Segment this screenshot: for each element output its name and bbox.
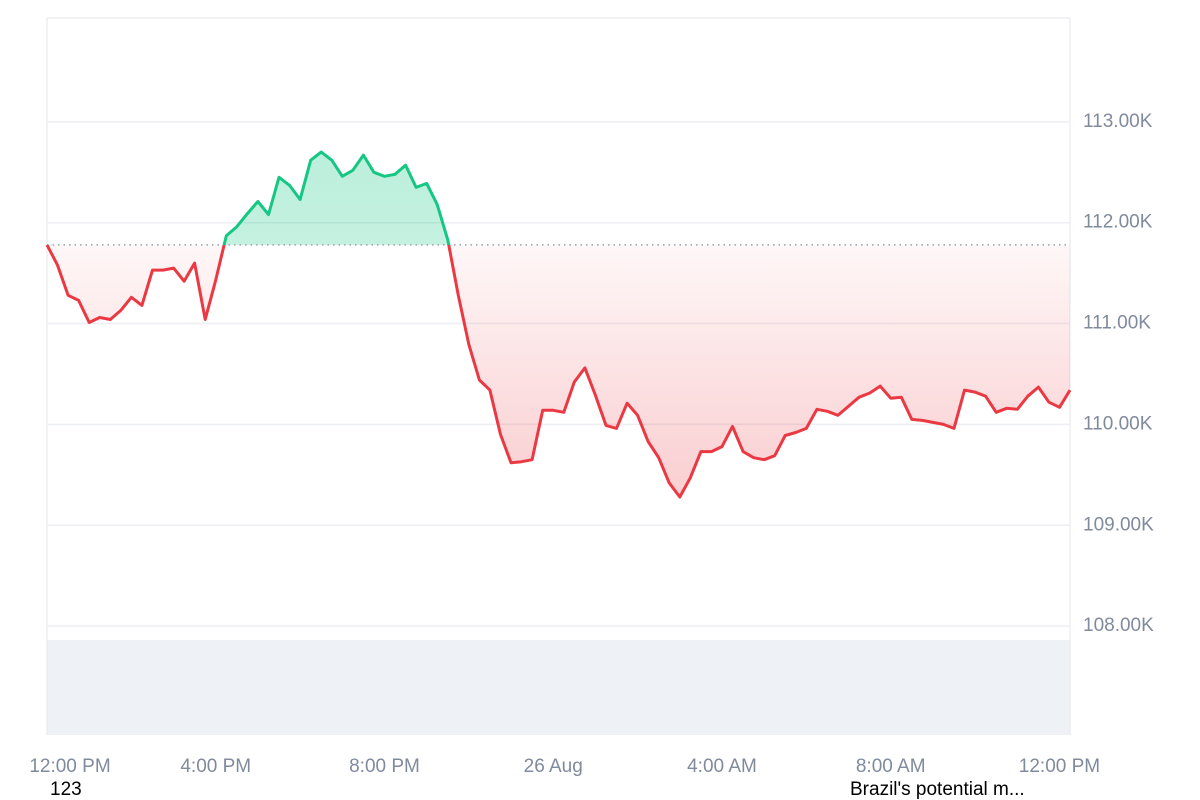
x-tick-label: 4:00 AM (687, 756, 757, 777)
y-tick-label: 110.00K (1083, 413, 1153, 434)
area (47, 152, 1070, 497)
x-tick-label: 8:00 PM (349, 756, 420, 777)
annotation: Brazil's potential m... (850, 779, 1025, 800)
x-tick-label: 26 Aug (524, 756, 583, 777)
x-tick-label: 12:00 PM (1019, 756, 1100, 777)
volume-area (47, 640, 1070, 735)
x-tick-label: 12:00 PM (29, 756, 110, 777)
y-tick-label: 113.00K (1083, 111, 1153, 132)
y-tick-label: 111.00K (1083, 313, 1151, 334)
y-tick-label: 108.00K (1083, 615, 1154, 636)
price-line (45, 150, 1072, 499)
x-tick-label: 4:00 PM (180, 756, 251, 777)
annotation: 123 (50, 779, 82, 800)
x-tick-label: 8:00 AM (856, 756, 926, 777)
y-tick-label: 109.00K (1083, 514, 1154, 535)
y-tick-label: 112.00K (1083, 212, 1153, 233)
